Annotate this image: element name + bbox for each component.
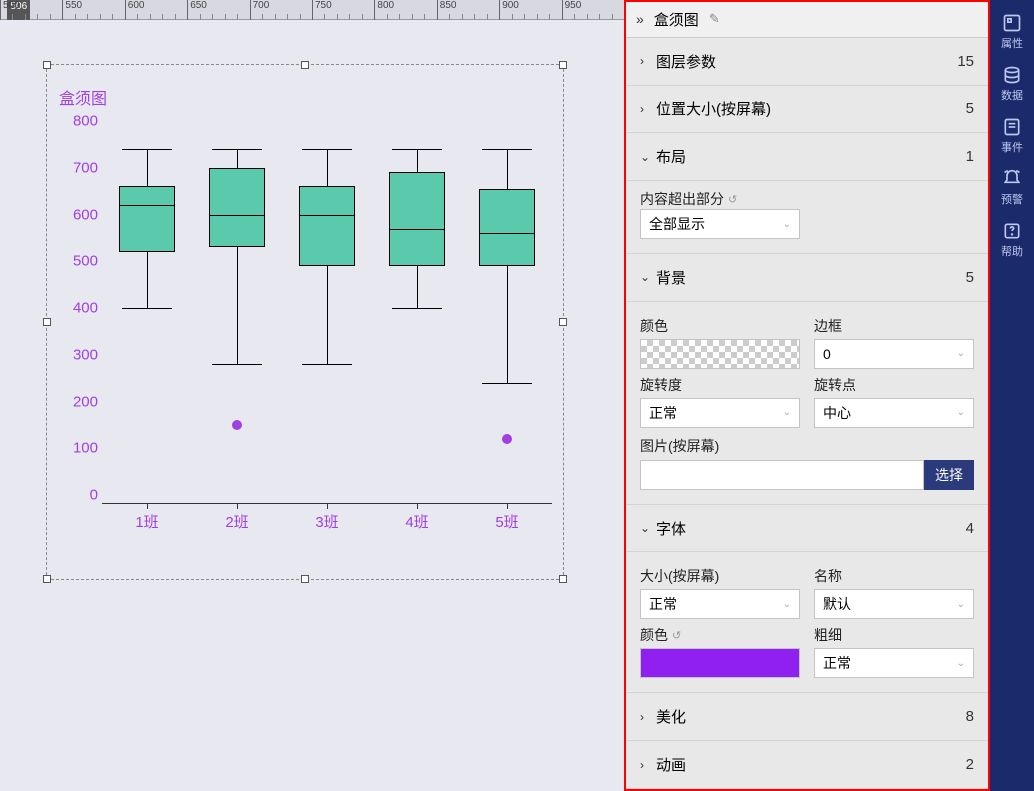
resize-handle-tl[interactable] [43, 61, 51, 69]
section-count: 5 [966, 100, 974, 117]
font-weight-select[interactable]: 正常⌄ [814, 648, 974, 678]
rail-properties[interactable]: 属性 [990, 6, 1034, 58]
resize-handle-bl[interactable] [43, 575, 51, 583]
boxplot-widget[interactable]: 盒须图 01002003004005006007008001班2班3班4班5班 [46, 64, 564, 580]
edit-icon[interactable]: ✎ [709, 11, 720, 27]
section-label: 美化 [656, 706, 966, 727]
font-weight-label: 粗细 [814, 625, 974, 645]
section-label: 位置大小(按屏幕) [656, 98, 966, 119]
chevron-down-icon: ⌄ [640, 521, 656, 535]
section-background-body: 颜色 边框 0⌄ 旋转度 正常⌄ 旋转点 [626, 302, 988, 505]
x-label: 1班 [135, 511, 158, 532]
bg-border-select[interactable]: 0⌄ [814, 339, 974, 369]
section-count: 2 [966, 756, 974, 773]
section-label: 背景 [656, 267, 966, 288]
x-label: 2班 [225, 511, 248, 532]
rotation-label: 旋转度 [640, 375, 800, 395]
canvas-area[interactable]: 506 500550600650700750800850900950 盒须图 0… [0, 0, 624, 791]
section-animation[interactable]: › 动画 2 [626, 741, 988, 789]
section-position-size[interactable]: › 位置大小(按屏幕) 5 [626, 86, 988, 134]
section-background[interactable]: ⌄ 背景 5 [626, 254, 988, 302]
bg-image-label: 图片(按屏幕) [640, 436, 974, 456]
section-label: 布局 [656, 146, 966, 167]
resize-handle-ml[interactable] [43, 318, 51, 326]
chart-title: 盒须图 [59, 85, 107, 109]
reset-icon[interactable]: ↺ [672, 629, 681, 642]
rotation-point-select[interactable]: 中心⌄ [814, 398, 974, 428]
section-label: 图层参数 [656, 51, 957, 72]
font-name-label: 名称 [814, 566, 974, 586]
chevron-right-icon: › [640, 54, 656, 68]
chevron-down-icon: ⌄ [640, 270, 656, 284]
font-color-label: 颜色 ↺ [640, 625, 800, 645]
boxplot-plot: 01002003004005006007008001班2班3班4班5班 [102, 121, 552, 525]
y-tick: 800 [54, 113, 98, 130]
chevron-right-icon: › [640, 710, 656, 724]
font-size-label: 大小(按屏幕) [640, 566, 800, 586]
rail-alerts[interactable]: 预警 [990, 162, 1034, 214]
panel-title: 盒须图 [654, 9, 699, 30]
x-label: 3班 [315, 511, 338, 532]
rotation-select[interactable]: 正常⌄ [640, 398, 800, 428]
bg-image-select-button[interactable]: 选择 [924, 460, 974, 490]
x-label: 5班 [495, 511, 518, 532]
section-beautify[interactable]: › 美化 8 [626, 693, 988, 741]
overflow-select[interactable]: 全部显示⌄ [640, 209, 800, 239]
section-count: 4 [966, 520, 974, 537]
section-label: 动画 [656, 754, 966, 775]
section-layout-body: 内容超出部分 ↺ 全部显示⌄ [626, 181, 988, 254]
reset-icon[interactable]: ↺ [728, 193, 737, 206]
overflow-label: 内容超出部分 ↺ [640, 189, 974, 209]
section-font[interactable]: ⌄ 字体 4 [626, 505, 988, 553]
section-font-body: 大小(按屏幕) 正常⌄ 名称 默认⌄ 颜色 ↺ [626, 552, 988, 693]
section-count: 15 [957, 53, 974, 70]
bg-image-path[interactable] [640, 460, 924, 490]
resize-handle-tr[interactable] [559, 61, 567, 69]
right-icon-rail: 属性 数据 事件 预警 帮助 [990, 0, 1034, 791]
resize-handle-tm[interactable] [301, 61, 309, 69]
font-size-select[interactable]: 正常⌄ [640, 589, 800, 619]
bg-color-picker[interactable] [640, 339, 800, 369]
font-color-picker[interactable] [640, 648, 800, 678]
ruler-horizontal: 506 500550600650700750800850900950 [0, 0, 624, 20]
section-layout[interactable]: ⌄ 布局 1 [626, 133, 988, 181]
panel-header: » 盒须图 ✎ [626, 2, 988, 38]
section-count: 5 [966, 269, 974, 286]
properties-panel: » 盒须图 ✎ › 图层参数 15 › 位置大小(按屏幕) 5 ⌄ 布局 1 内… [624, 0, 990, 791]
bg-border-label: 边框 [814, 316, 974, 336]
panel-collapse-icon[interactable]: » [636, 11, 644, 27]
chevron-right-icon: › [640, 758, 656, 772]
chevron-down-icon: ⌄ [640, 150, 656, 164]
rail-data[interactable]: 数据 [990, 58, 1034, 110]
rail-help[interactable]: 帮助 [990, 214, 1034, 266]
bg-color-label: 颜色 [640, 316, 800, 336]
font-name-select[interactable]: 默认⌄ [814, 589, 974, 619]
resize-handle-bm[interactable] [301, 575, 309, 583]
chevron-right-icon: › [640, 102, 656, 116]
section-label: 字体 [656, 518, 966, 539]
rotation-point-label: 旋转点 [814, 375, 974, 395]
x-label: 4班 [405, 511, 428, 532]
rail-events[interactable]: 事件 [990, 110, 1034, 162]
section-count: 8 [966, 708, 974, 725]
section-layer-params[interactable]: › 图层参数 15 [626, 38, 988, 86]
resize-handle-br[interactable] [559, 575, 567, 583]
section-count: 1 [966, 148, 974, 165]
resize-handle-mr[interactable] [559, 318, 567, 326]
